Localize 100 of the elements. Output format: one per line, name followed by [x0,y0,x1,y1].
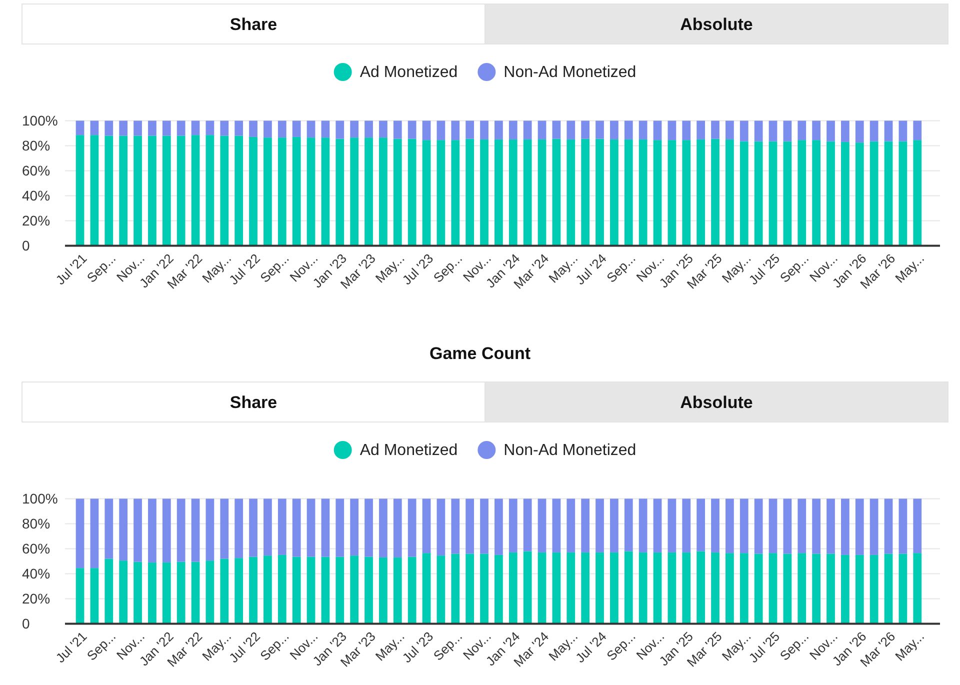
bar [596,552,604,624]
bar [798,498,806,554]
bar [783,498,792,554]
bar [234,558,244,624]
bar [581,120,590,139]
bar [104,136,114,246]
bar [436,498,446,556]
y-tick-label: 60% [22,162,50,179]
y-tick-label: 0 [22,238,30,254]
y-tick-label: 60% [22,540,50,557]
y-tick-label: 80% [22,138,50,154]
bar [913,120,922,140]
bar [206,135,214,246]
bar [393,138,402,246]
bar [855,142,864,246]
bar [508,552,518,624]
bar [466,554,474,624]
bar [668,140,676,246]
tab[interactable]: Share [22,4,486,44]
bar [610,552,618,624]
bar [422,553,431,624]
bar [638,552,648,624]
bar [740,120,748,142]
bar [494,120,503,140]
bar [119,136,128,246]
bar [364,498,373,557]
bar [336,498,344,557]
bar [436,120,446,140]
bar [422,120,431,140]
bar [249,498,258,557]
bar [711,498,720,552]
bar [812,498,821,554]
bar [364,556,373,624]
bar [148,136,156,246]
bar [610,139,618,246]
tab[interactable]: Absolute [484,4,948,44]
bar [134,498,142,562]
bar [90,568,99,624]
bar [841,498,850,555]
bar [148,498,156,562]
bar [653,498,662,552]
bar [638,139,648,246]
bar [870,141,878,246]
y-tick-label: 40% [22,188,50,204]
bar [336,556,344,624]
bar [754,554,763,624]
bar [624,120,633,140]
bar [596,138,604,246]
bar [76,568,84,624]
bar [176,120,186,136]
bar [379,498,388,558]
bar [552,552,561,624]
bar [523,551,532,624]
bar [162,498,171,562]
bar [176,136,186,246]
bar [754,120,763,142]
bar [566,498,576,552]
bar [538,552,546,624]
bar [292,498,301,557]
bar [379,120,388,138]
bar [653,140,662,246]
bar [768,553,778,624]
bar [508,139,518,246]
tab[interactable]: Share [22,382,486,422]
bar [711,138,720,246]
bar [278,554,286,624]
bar [596,120,604,139]
bar [234,498,244,558]
chart-title: Game Count [429,344,531,362]
y-tick-label: 20% [22,590,50,607]
bar [249,556,258,624]
bar [884,554,893,624]
bar [523,120,532,140]
bar [148,120,156,136]
bar [436,556,446,624]
bar [812,140,821,246]
bar [364,120,373,138]
bar [740,553,748,624]
bar [768,141,778,246]
bar [783,554,792,624]
bar [220,558,229,624]
bar [350,120,359,138]
bar [696,139,706,246]
bar [379,557,388,624]
bar [696,120,706,140]
bar [913,498,922,554]
bar [422,140,431,246]
bar [508,120,518,140]
bar [191,498,200,562]
bar [884,120,893,142]
bar [234,120,244,136]
bar [278,498,286,555]
bar [581,138,590,246]
bar [234,136,244,246]
tab[interactable]: Absolute [484,382,948,422]
bar [508,498,518,552]
bar [436,140,446,246]
bar [278,138,286,246]
bar [538,139,546,246]
bar [119,498,128,561]
